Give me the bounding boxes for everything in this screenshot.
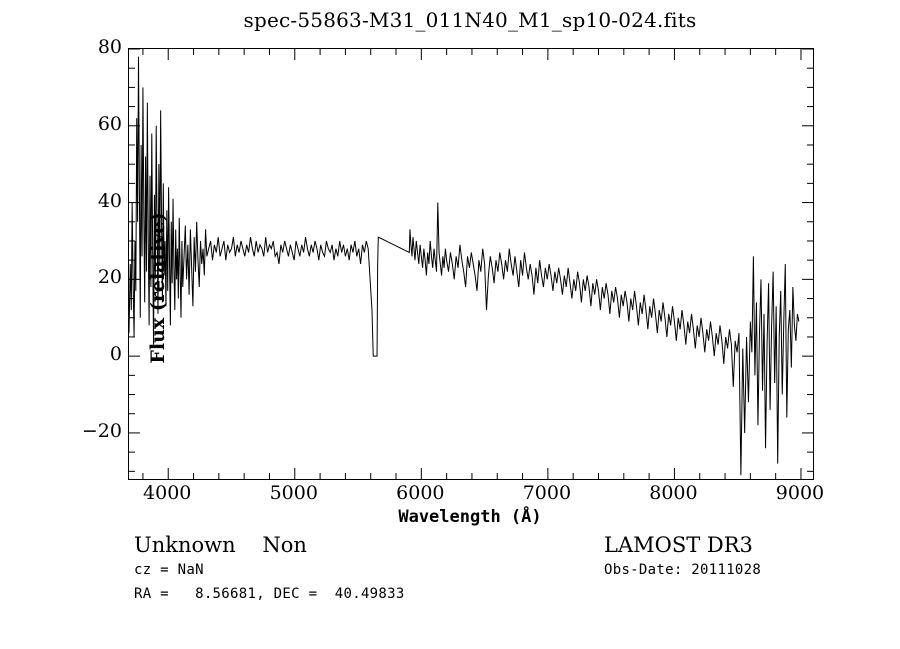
spectrum-data-line xyxy=(129,57,799,475)
page-title: spec-55863-M31_011N40_M1_sp10-024.fits xyxy=(243,8,697,32)
y-tick-label: 20 xyxy=(97,266,122,289)
y-axis-tick-labels: 80 60 40 20 0 −20 xyxy=(66,0,122,649)
survey-name: LAMOST DR3 xyxy=(604,533,753,557)
coordinates-value: RA = 8.56681, DEC = 40.49833 xyxy=(134,586,405,602)
x-axis-label: Wavelength (Å) xyxy=(398,507,542,527)
x-tick-label: 9000 xyxy=(775,482,825,504)
x-tick-label: 7000 xyxy=(522,482,572,504)
x-axis-tick-labels: 4000 5000 6000 7000 8000 9000 xyxy=(0,484,900,510)
x-tick-label: 4000 xyxy=(143,482,192,504)
y-tick-label: 40 xyxy=(97,189,122,212)
x-tick-label: 5000 xyxy=(269,482,318,504)
x-tick-label: 6000 xyxy=(396,482,445,504)
y-tick-label: 60 xyxy=(97,112,122,135)
y-tick-label: 80 xyxy=(97,36,122,58)
y-tick-label: 0 xyxy=(109,343,122,366)
footer-left-block: Unknown Non cz = NaN RA = 8.56681, DEC =… xyxy=(134,532,604,606)
observation-date: Obs-Date: 20111028 xyxy=(604,562,762,578)
tick-marks xyxy=(129,49,813,479)
redshift-value: cz = NaN xyxy=(134,562,204,578)
footer-right-block: LAMOST DR3 Obs-Date: 20111028 xyxy=(604,532,894,582)
plot-frame: Flux (relative) xyxy=(128,48,814,480)
spectrum-line-chart xyxy=(129,49,813,479)
y-tick-label: −20 xyxy=(81,419,122,442)
object-classification: Unknown Non xyxy=(134,533,307,557)
x-tick-label: 8000 xyxy=(649,482,698,504)
